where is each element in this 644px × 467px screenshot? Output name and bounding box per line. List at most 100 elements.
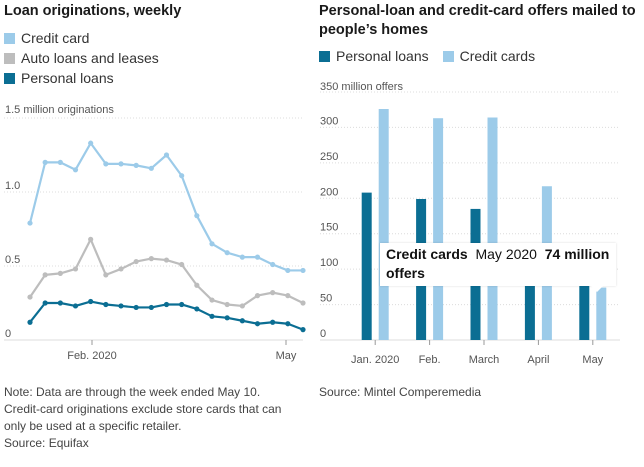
line-point-credit_card-1 bbox=[42, 159, 48, 165]
legend-item-auto: Auto loans and leases bbox=[4, 48, 159, 68]
line-chart-grid: 0 0.5 1.0 bbox=[4, 117, 303, 341]
loan-originations-panel: Loan originations, weekly Credit card Au… bbox=[0, 0, 312, 467]
line-point-credit_card-8 bbox=[148, 165, 154, 171]
bar-credit_card-0 bbox=[378, 109, 389, 341]
line-point-credit_card-0 bbox=[27, 220, 33, 226]
line-point-personal-17 bbox=[285, 321, 291, 327]
tooltip-period: May 2020 bbox=[475, 246, 537, 262]
line-point-auto-0 bbox=[27, 294, 33, 300]
line-point-auto-13 bbox=[224, 301, 230, 308]
line-chart-unit-label: 1.5 million originations bbox=[5, 104, 114, 116]
bar-credit_card-1 bbox=[433, 118, 444, 341]
line-point-credit_card-17 bbox=[285, 267, 291, 274]
line-point-auto-4 bbox=[88, 236, 94, 242]
line-point-personal-2 bbox=[57, 300, 63, 306]
line-point-auto-12 bbox=[209, 297, 215, 303]
legend-swatch-personal bbox=[4, 72, 15, 84]
line-y-tick-1: 0.5 bbox=[5, 254, 20, 266]
line-point-auto-15 bbox=[254, 293, 261, 299]
bar-x-tick-label-1: Feb. bbox=[419, 354, 441, 366]
line-point-auto-18 bbox=[300, 300, 306, 306]
loan-originations-chart: 0 0.5 1.0 Feb. 2020 May 1.5 million origina… bbox=[4, 104, 306, 362]
line-point-personal-5 bbox=[103, 301, 109, 308]
legend-item-personal: Personal loans bbox=[4, 68, 159, 88]
line-point-credit_card-16 bbox=[270, 261, 276, 268]
line-point-credit_card-4 bbox=[88, 140, 94, 146]
line-point-personal-7 bbox=[133, 304, 139, 311]
line-point-auto-7 bbox=[133, 258, 139, 265]
bar-x-tick-label-3: April bbox=[527, 354, 549, 366]
line-point-credit_card-5 bbox=[103, 161, 109, 167]
line-point-personal-14 bbox=[239, 318, 245, 324]
bar-personal-0 bbox=[361, 192, 372, 340]
line-point-personal-12 bbox=[209, 313, 215, 319]
tooltip-series: Credit cards bbox=[386, 246, 468, 262]
line-point-auto-10 bbox=[179, 261, 185, 268]
note-line-2: Credit-card originations exclude store c… bbox=[4, 402, 282, 416]
bar-x-tick-label-0: Jan. 2020 bbox=[351, 354, 399, 366]
line-x-tick-label-0: Feb. 2020 bbox=[67, 350, 117, 362]
offers-source: Source: Mintel Comperemedia bbox=[319, 385, 482, 399]
line-point-personal-3 bbox=[72, 303, 79, 309]
line-point-personal-4 bbox=[88, 298, 94, 305]
line-point-credit_card-11 bbox=[194, 213, 200, 219]
offers-legend: Personal loans Credit cards bbox=[319, 48, 549, 64]
line-point-personal-0 bbox=[27, 319, 33, 325]
line-point-credit_card-12 bbox=[209, 241, 215, 247]
bar-personal-4 bbox=[579, 283, 590, 340]
line-point-credit_card-6 bbox=[118, 161, 124, 167]
legend-label-credit-cards: Credit cards bbox=[459, 48, 536, 64]
line-point-auto-9 bbox=[163, 257, 170, 263]
line-point-auto-1 bbox=[42, 272, 48, 278]
line-y-tick-0: 0 bbox=[5, 328, 11, 340]
line-point-personal-15 bbox=[254, 321, 261, 327]
tooltip-value-suffix: offers bbox=[386, 265, 425, 281]
offers-title: Personal-loan and credit-card offers mai… bbox=[319, 3, 636, 38]
line-point-auto-2 bbox=[57, 270, 63, 276]
bar-tooltip: Credit cards May 2020 74 million offers bbox=[380, 243, 616, 286]
line-point-personal-13 bbox=[224, 315, 230, 321]
line-point-auto-14 bbox=[239, 303, 245, 309]
legend-label-credit-card: Credit card bbox=[21, 30, 90, 46]
legend-item-credit-cards: Credit cards bbox=[442, 48, 536, 64]
legend-label-personal-loans: Personal loans bbox=[336, 48, 429, 64]
bar-x-tick-label-4: May bbox=[582, 354, 603, 366]
line-point-auto-17 bbox=[285, 293, 291, 299]
line-x-tick-label-1: May bbox=[276, 350, 297, 362]
line-point-personal-11 bbox=[194, 306, 200, 312]
offers-chart: 0 50 100 150 200 250 300 Jan. 2020 Feb. March Apr… bbox=[320, 81, 620, 366]
line-point-personal-18 bbox=[300, 327, 306, 333]
bar-x-tick-label-2: March bbox=[469, 354, 500, 366]
bar-y-tick-1: 50 bbox=[320, 293, 332, 305]
loan-note: Note: Data are through the week ended Ma… bbox=[4, 384, 281, 452]
line-point-credit_card-13 bbox=[224, 250, 230, 256]
line-point-personal-1 bbox=[42, 300, 48, 306]
line-chart-x-axis: Feb. 2020 May bbox=[67, 340, 297, 362]
line-point-credit_card-15 bbox=[254, 254, 261, 260]
legend-label-personal: Personal loans bbox=[21, 70, 114, 86]
bar-personal-3 bbox=[524, 258, 535, 340]
line-point-personal-16 bbox=[270, 319, 276, 325]
offers-panel: Personal-loan and credit-card offers mai… bbox=[312, 0, 644, 467]
legend-item-personal-loans: Personal loans bbox=[319, 48, 429, 64]
legend-swatch-personal-loans bbox=[319, 50, 330, 62]
note-line-1: Note: Data are through the week ended Ma… bbox=[4, 385, 261, 399]
bar-y-tick-6: 300 bbox=[320, 115, 338, 127]
bar-y-tick-4: 200 bbox=[320, 186, 338, 198]
legend-swatch-credit-card bbox=[4, 32, 15, 44]
line-point-auto-6 bbox=[118, 266, 124, 272]
line-chart-series bbox=[27, 140, 306, 333]
legend-item-credit-card: Credit card bbox=[4, 28, 159, 48]
line-point-credit_card-7 bbox=[133, 162, 139, 168]
line-y-tick-2: 1.0 bbox=[5, 180, 20, 192]
bar-chart-bars bbox=[361, 109, 607, 341]
bar-y-tick-0: 0 bbox=[320, 328, 326, 340]
line-point-auto-3 bbox=[72, 266, 79, 272]
tooltip-arrow bbox=[591, 286, 603, 292]
bar-chart-unit-label: 350 million offers bbox=[320, 81, 403, 93]
bar-y-tick-5: 250 bbox=[320, 151, 338, 163]
line-point-credit_card-9 bbox=[163, 152, 170, 158]
line-point-auto-16 bbox=[270, 290, 276, 296]
line-point-credit_card-14 bbox=[239, 254, 245, 260]
bar-credit_card-2 bbox=[487, 117, 498, 340]
